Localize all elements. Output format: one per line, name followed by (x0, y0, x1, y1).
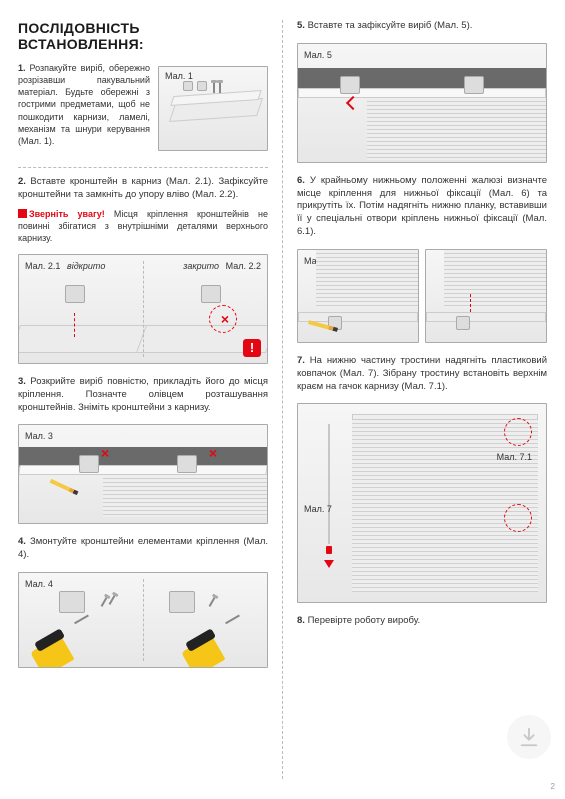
step-8-text: 8. Перевірте роботу виробу. (297, 615, 547, 628)
closed-label: закрито (183, 261, 219, 271)
drill-icon (180, 623, 243, 668)
figure-6-1: Мал. 6.1 (425, 249, 547, 343)
right-column: 5. Вставте та зафіксуйте виріб (Мал. 5).… (297, 20, 547, 779)
open-label: відкрито (67, 261, 105, 271)
x-mark-icon: × (209, 445, 217, 461)
step-5-text: 5. Вставте та зафіксуйте виріб (Мал. 5). (297, 20, 547, 33)
step-7-text: 7. На нижню частину тростини надягніть п… (297, 355, 547, 393)
fig-5-label: Мал. 5 (304, 50, 332, 60)
figure-6-row: Мал. 6 Мал. 6.1 (297, 245, 547, 355)
figure-1: Мал. 1 (158, 66, 268, 151)
fig-3-label: Мал. 3 (25, 431, 53, 441)
x-mark-icon: × (101, 445, 109, 461)
figure-3: Мал. 3 × × (18, 424, 268, 524)
step-3-text: 3. Розкрийте виріб повністю, прикладіть … (18, 376, 268, 414)
figure-5: Мал. 5 (297, 43, 547, 163)
step-4-text: 4. Змонтуйте кронштейни елементами кріпл… (18, 536, 268, 562)
step-6-text: 6. У крайньому нижньому положенні жалюзі… (297, 175, 547, 239)
figure-7: Мал. 7 Мал. 7.1 (297, 403, 547, 603)
column-divider (282, 20, 283, 779)
x-mark-icon: × (221, 311, 229, 327)
arrow-icon (346, 96, 360, 110)
fig-4-label: Мал. 4 (25, 579, 53, 589)
figure-6: Мал. 6 (297, 249, 419, 343)
step-1-block: 1. Розпакуйте виріб, обережно розрізавши… (18, 62, 268, 163)
figure-2: Мал. 2.1 відкрито закрито Мал. 2.2 × ! (18, 254, 268, 364)
download-overlay-icon (507, 715, 551, 759)
step-2-warning: Зверніть увагу! Місця кріплення кронштей… (18, 208, 268, 244)
page-number: 2 (551, 782, 555, 791)
drill-icon (29, 623, 92, 668)
fig-1-label: Мал. 1 (165, 71, 193, 81)
step-2-text: 2. Вставте кронштейн в карниз (Мал. 2.1)… (18, 176, 268, 202)
alert-icon: ! (243, 339, 261, 357)
figure-4: Мал. 4 (18, 572, 268, 668)
step-1-text: 1. Розпакуйте виріб, обережно розрізавши… (18, 62, 150, 147)
fig-7-label: Мал. 7 (304, 504, 332, 514)
fig-22-label: Мал. 2.2 (226, 261, 261, 271)
warning-icon (18, 209, 27, 218)
fig-71-label: Мал. 7.1 (497, 452, 532, 462)
arrow-down-icon (324, 560, 334, 568)
left-column: ПОСЛІДОВНІСТЬ ВСТАНОВЛЕННЯ: 1. Розпакуйт… (18, 20, 268, 779)
fig-21-label: Мал. 2.1 (25, 261, 60, 271)
page-title: ПОСЛІДОВНІСТЬ ВСТАНОВЛЕННЯ: (18, 20, 268, 52)
